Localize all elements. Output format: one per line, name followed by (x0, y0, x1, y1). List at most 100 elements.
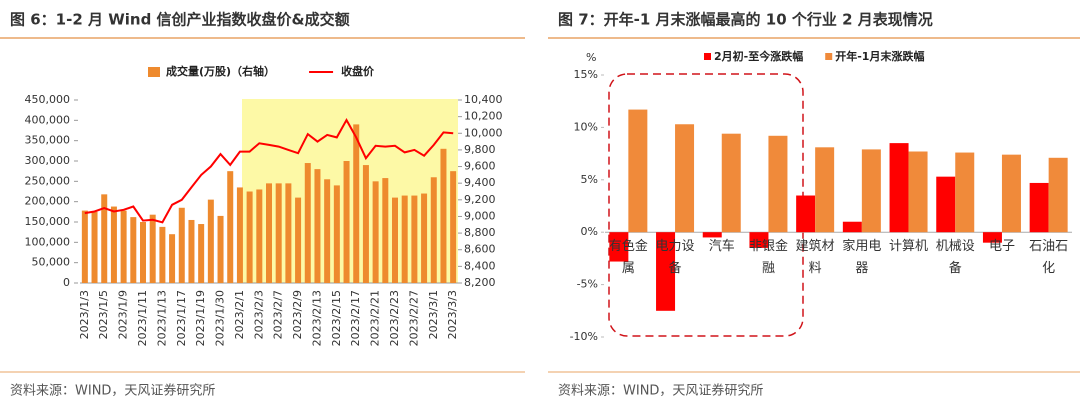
x-tick-label: 2023/2/15 (330, 290, 343, 346)
x-tick-label: 2023/2/13 (310, 290, 323, 346)
x-tick-label: 2023/2/7 (272, 290, 285, 339)
bar (768, 135, 788, 233)
bar (675, 124, 695, 233)
bar (314, 169, 321, 283)
x-tick-label: 2023/3/1 (427, 290, 440, 339)
x-tick-label: 2023/3/3 (446, 290, 459, 339)
y2-tick-label: 9,600 (464, 160, 496, 173)
legend-swatch (825, 53, 833, 60)
bar (401, 195, 408, 283)
x-tick-label: 2023/1/5 (97, 290, 110, 339)
y-tick-label: 10% (574, 120, 598, 133)
bar (227, 171, 234, 283)
y2-tick-label: 10,200 (464, 110, 503, 123)
legend-swatch (148, 67, 160, 77)
y-tick-label: 200,000 (25, 195, 71, 208)
y-tick-label: 450,000 (25, 93, 71, 106)
legend-label: 开年-1月末涨跌幅 (835, 49, 924, 63)
source-note: 资料来源：WIND，天风证券研究所 (558, 383, 763, 399)
y2-tick-label: 8,800 (464, 226, 496, 239)
bar (130, 217, 137, 283)
source-note: 资料来源：WIND，天风证券研究所 (10, 383, 215, 399)
bar (295, 197, 302, 283)
bar (343, 161, 350, 283)
x-tick-label: 机械设备 (936, 239, 975, 276)
x-tick-label: 2023/1/17 (175, 290, 188, 346)
bar (120, 210, 127, 283)
x-tick-label: 2023/2/21 (369, 290, 382, 346)
bar (955, 152, 975, 233)
bar (421, 193, 428, 283)
bar (440, 148, 447, 283)
chart-title: 图 6：1-2 月 Wind 信创产业指数收盘价&成交额 (10, 11, 350, 29)
bar (159, 226, 166, 283)
bar (721, 133, 741, 233)
bar (1048, 157, 1068, 233)
legend-label: 收盘价 (341, 64, 375, 78)
x-tick-label: 2023/2/1 (233, 290, 246, 339)
y-tick-label: 350,000 (25, 134, 71, 147)
bar (236, 187, 243, 283)
bar (430, 177, 437, 283)
x-tick-label: 2023/1/19 (194, 290, 207, 346)
y2-tick-label: 8,600 (464, 243, 496, 256)
bar (324, 179, 331, 283)
bar (392, 197, 398, 283)
y-tick-label: 400,000 (25, 113, 71, 126)
bar (266, 183, 272, 283)
y-tick-label: 300,000 (25, 154, 71, 167)
x-tick-label: 2023/1/11 (136, 290, 149, 346)
bar (628, 109, 648, 233)
y2-tick-label: 9,400 (464, 176, 496, 189)
legend-label: 2月初-至今涨跌幅 (714, 49, 803, 63)
x-tick-label: 2023/2/23 (388, 290, 401, 346)
bar (101, 194, 108, 283)
y-tick-label: 150,000 (25, 215, 71, 228)
bar (861, 149, 881, 233)
bar (285, 183, 292, 283)
y-tick-label: 5% (581, 173, 598, 186)
bar (304, 163, 311, 283)
y-axis-unit: % (586, 51, 596, 64)
bar (81, 210, 88, 283)
x-tick-label: 汽车 (709, 238, 735, 254)
x-tick-label: 2023/1/13 (155, 290, 168, 346)
bar (362, 165, 369, 283)
x-tick-label: 2023/1/30 (214, 290, 227, 346)
y2-tick-label: 9,200 (464, 193, 496, 206)
bar (842, 221, 862, 233)
bar (450, 171, 457, 283)
bar (749, 232, 769, 248)
bar (188, 219, 195, 283)
bar (936, 176, 956, 233)
bar (908, 151, 928, 233)
bar (353, 124, 360, 284)
line-series (84, 117, 454, 224)
x-tick-label: 2023/1/9 (117, 290, 130, 339)
bar (178, 207, 185, 283)
bar (1001, 154, 1021, 233)
y2-tick-label: 8,200 (464, 276, 496, 289)
y2-tick-label: 8,400 (464, 259, 496, 272)
bar (333, 185, 340, 283)
bar (140, 222, 146, 283)
bar (656, 232, 676, 311)
x-tick-label: 2023/2/3 (252, 290, 265, 339)
bar (169, 234, 176, 283)
x-tick-label: 2023/2/27 (407, 290, 420, 346)
x-tick-label: 石油石化 (1029, 239, 1068, 276)
x-tick-label: 2023/2/9 (291, 290, 304, 339)
legend-swatch (704, 53, 711, 60)
y2-tick-label: 9,800 (464, 143, 496, 156)
y-tick-label: -5% (577, 278, 598, 291)
bar (198, 224, 205, 283)
y2-tick-label: 10,400 (464, 93, 503, 106)
bar (702, 232, 722, 238)
bar (982, 232, 1002, 243)
bar (149, 214, 156, 283)
y-tick-label: 100,000 (25, 235, 71, 248)
y2-tick-label: 10,000 (464, 126, 503, 139)
y-tick-label: 0% (581, 225, 598, 238)
x-tick-label: 非银金融 (749, 238, 788, 276)
bar (889, 143, 909, 233)
